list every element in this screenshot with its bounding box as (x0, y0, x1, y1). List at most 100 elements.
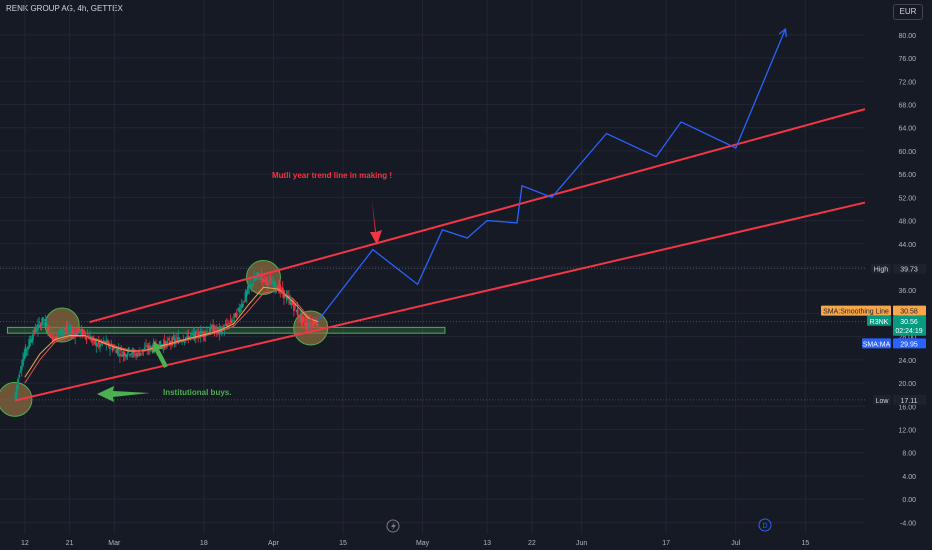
candle-body (23, 353, 26, 360)
price-value-tag (893, 305, 926, 316)
price-value-tag (893, 263, 926, 274)
candle-body (43, 319, 46, 321)
candle-body (49, 333, 52, 337)
candle-body (178, 339, 181, 341)
candle-body (50, 332, 53, 334)
candle-body (85, 335, 88, 340)
candle-body (128, 354, 131, 356)
candle-body (112, 348, 115, 350)
sma-smoothing-line (24, 286, 319, 378)
candle-body (273, 284, 275, 289)
buy-annotation: Institutional buys. (163, 388, 231, 397)
candle-body (75, 331, 78, 336)
price-axis: -4.00 0.00 4.00 8.00 12.00 16.00 20.00 24.00 28.… (898, 33, 916, 528)
candle-body (306, 322, 309, 329)
candle-body (137, 350, 140, 352)
candle-body (29, 340, 32, 342)
candle-body (202, 331, 205, 336)
candle-body (224, 324, 227, 326)
projection-path (317, 27, 787, 321)
trend-line-lower (14, 201, 866, 402)
y-tick-label: 28.00 (898, 335, 916, 342)
currency-button[interactable]: EUR (893, 4, 923, 20)
candle-body (28, 339, 31, 348)
candle-body (40, 323, 43, 326)
candle-body (163, 340, 166, 346)
candle-body (124, 353, 126, 357)
highlight-circle (245, 259, 281, 295)
candle-body (46, 328, 49, 331)
candle-body (114, 347, 116, 349)
candle-body (64, 327, 67, 330)
candle-body (270, 283, 273, 286)
candle-body (243, 300, 246, 302)
candle-body (101, 342, 104, 344)
candle-body (22, 358, 24, 366)
candle-body (186, 333, 188, 335)
x-tick-label: May (416, 540, 430, 547)
candle-body (244, 292, 247, 301)
y-tick-label: 44.00 (898, 242, 916, 249)
candle-body (293, 305, 295, 311)
candle-body (176, 337, 179, 339)
y-tick-label: -4.00 (900, 520, 916, 527)
candle-body (256, 272, 259, 276)
green-arrow-left-icon (97, 386, 150, 402)
candle-body (304, 322, 307, 326)
projection-arrow-head (778, 27, 787, 38)
candle-body (148, 345, 151, 351)
candle-body (187, 335, 190, 340)
candle-body (220, 330, 223, 334)
candle-body (264, 279, 267, 283)
candle-body (191, 332, 193, 335)
candle-body (288, 296, 290, 299)
candle-body (145, 345, 147, 347)
y-tick-label: 68.00 (898, 102, 916, 109)
candle-body (234, 313, 237, 318)
time-axis: 12 21 Mar 18 Apr 15 May 13 22 Jun 17 Jul 15 (21, 540, 809, 547)
y-tick-label: 52.00 (898, 195, 916, 202)
candle-body (203, 331, 206, 337)
candle-body (87, 336, 90, 339)
candle-body (24, 347, 27, 357)
candle-body (189, 334, 192, 336)
candle-body (150, 346, 152, 350)
dividend-marker[interactable]: D (758, 518, 772, 532)
candle-body (291, 300, 294, 306)
y-tick-label: 76.00 (898, 56, 916, 63)
sma-ma-line (24, 289, 319, 384)
candle-body (212, 324, 215, 332)
candle-body (66, 326, 69, 330)
flash-icon[interactable] (386, 519, 400, 533)
arrows (97, 200, 382, 402)
candle-body (294, 303, 297, 307)
reference-lines (0, 268, 865, 401)
candle-body (63, 328, 65, 330)
candle-body (192, 333, 195, 336)
candle-body (30, 338, 33, 343)
y-tick-label: 24.00 (898, 358, 916, 365)
chart-grid (0, 0, 865, 534)
candle-body (135, 352, 137, 355)
y-tick-label: 36.00 (898, 288, 916, 295)
candle-body (278, 284, 280, 293)
candle-body (266, 282, 269, 286)
y-tick-label: 8.00 (902, 451, 916, 458)
candle-body (130, 354, 133, 356)
candle-body (279, 284, 282, 292)
candle-body (300, 314, 303, 324)
y-tick-label: 56.00 (898, 172, 916, 179)
x-tick-label: 15 (339, 540, 347, 547)
candle-body (229, 320, 232, 323)
candle-body (56, 335, 59, 337)
price-value-text: 30.58 (900, 309, 918, 316)
candle-body (222, 326, 224, 328)
y-tick-label: 60.00 (898, 149, 916, 156)
candle-body (230, 321, 233, 323)
candle-body (213, 328, 216, 333)
candle-body (111, 347, 114, 351)
candle-body (265, 276, 268, 280)
candle-body (51, 335, 54, 342)
projection-line (317, 28, 787, 321)
